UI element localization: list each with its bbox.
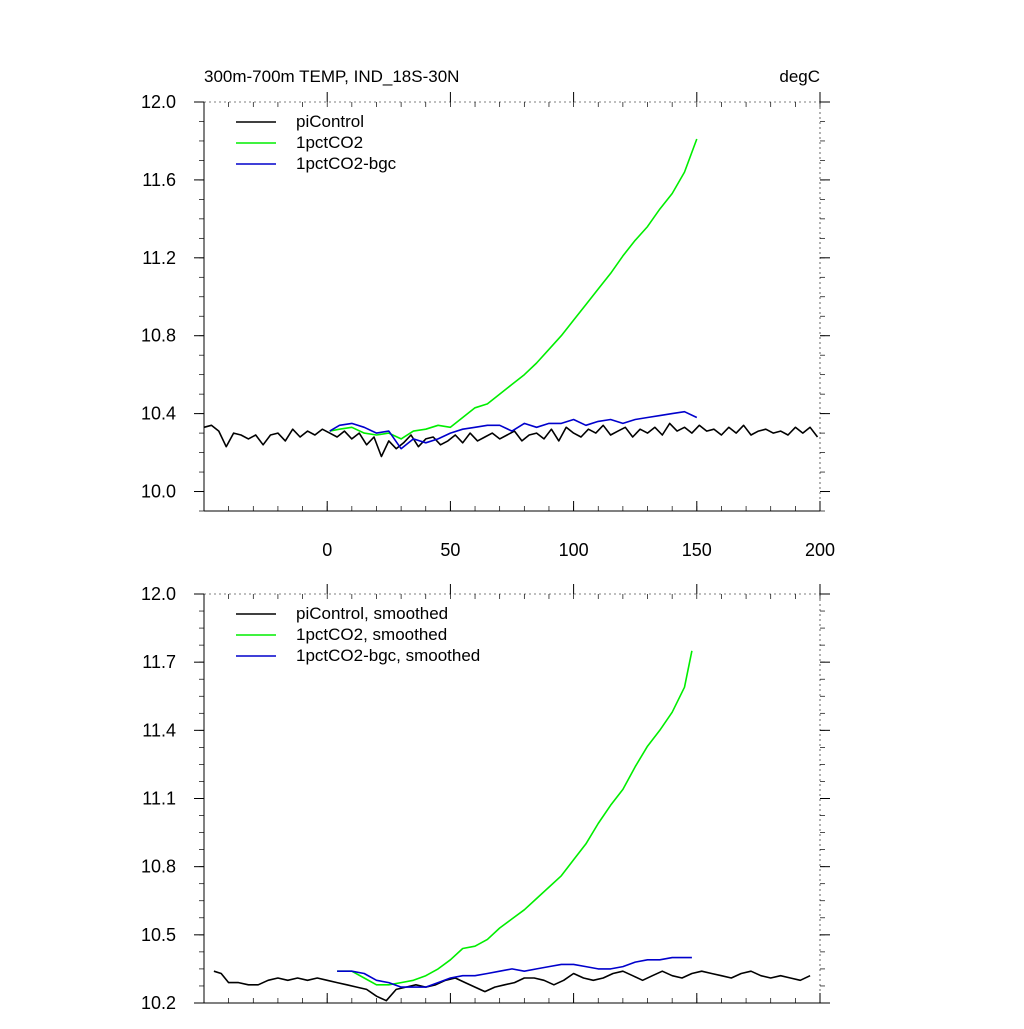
x-tick-label: 150 — [682, 540, 712, 560]
y-tick-label: 10.2 — [141, 993, 176, 1013]
y-tick-label: 10.0 — [141, 482, 176, 502]
series-line-1 — [329, 138, 698, 440]
top-panel: 0 50 100 150 200 10.0 10.4 10.8 11.2 11.6 12.0 piCo… — [141, 92, 835, 560]
legend-label: 1pctCO2, smoothed — [296, 625, 447, 644]
x-tick-label: 50 — [440, 540, 460, 560]
y-tick-label: 10.5 — [141, 925, 176, 945]
y-tick-label: 11.1 — [142, 789, 176, 809]
legend-label: 1pctCO2-bgc — [296, 154, 397, 173]
chart-title-left: 300m-700m TEMP, IND_18S-30N — [204, 67, 459, 86]
x-tick-label: 200 — [805, 540, 835, 560]
y-tick-label: 12.0 — [141, 584, 176, 604]
y-tick-label: 11.6 — [142, 170, 176, 190]
y-tick-label: 10.4 — [141, 404, 176, 424]
y-tick-label: 11.7 — [142, 652, 176, 672]
series-line-2 — [329, 410, 698, 450]
y-tick-label: 11.4 — [142, 720, 176, 740]
y-tick-label: 10.8 — [141, 326, 176, 346]
y-tick-label: 10.8 — [141, 857, 176, 877]
legend-label: 1pctCO2-bgc, smoothed — [296, 646, 480, 665]
y-tick-label: 12.0 — [141, 92, 176, 112]
series-line-2 — [337, 956, 692, 988]
x-tick-label: 0 — [322, 540, 332, 560]
bottom-panel: 10.2 10.5 10.8 11.1 11.4 11.7 12.0 piControl, s… — [141, 584, 830, 1013]
y-tick-label: 11.2 — [142, 248, 176, 268]
legend-label: 1pctCO2 — [296, 133, 363, 152]
chart-title-right: degC — [779, 67, 820, 86]
series-line-0 — [213, 970, 811, 1002]
legend-label: piControl, smoothed — [296, 604, 448, 623]
series-line-0 — [203, 422, 819, 458]
legend-label: piControl — [296, 112, 364, 131]
x-tick-label: 100 — [559, 540, 589, 560]
series-line-1 — [337, 650, 693, 986]
